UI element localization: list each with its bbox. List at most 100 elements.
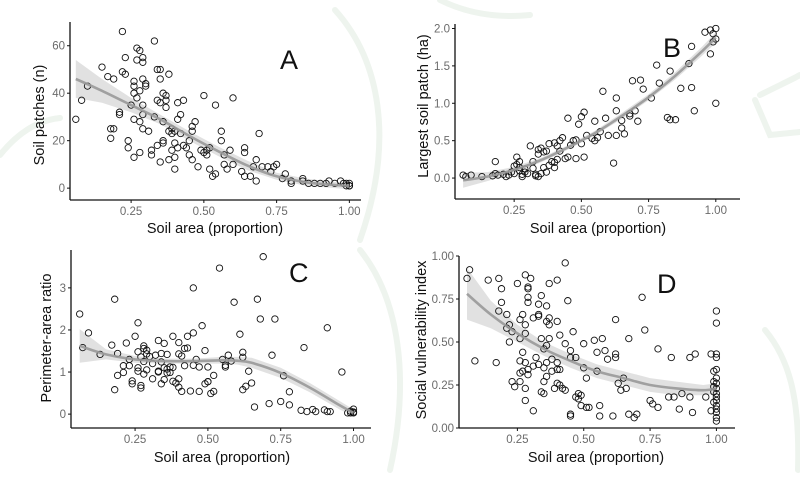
- data-point: [179, 96, 188, 104]
- data-point: [238, 167, 246, 176]
- data-point: [712, 396, 721, 405]
- data-point: [566, 346, 575, 355]
- data-point: [524, 283, 532, 291]
- data-point: [529, 362, 537, 370]
- trend-line: [79, 344, 355, 415]
- data-point: [687, 83, 696, 92]
- data-point: [134, 319, 142, 327]
- data-point: [712, 408, 721, 417]
- data-point: [154, 336, 163, 345]
- data-point: [174, 115, 182, 123]
- data-point: [198, 322, 206, 330]
- y-tick-label: 0.50: [432, 337, 454, 349]
- data-point: [633, 410, 641, 418]
- x-tick-label: 1.00: [705, 434, 727, 446]
- data-point: [553, 276, 561, 284]
- data-point: [139, 101, 147, 109]
- data-point: [465, 266, 474, 274]
- data-point: [136, 148, 144, 157]
- data-point: [107, 125, 115, 133]
- data-point: [136, 46, 144, 55]
- y-tick-label: 0.75: [432, 294, 454, 306]
- data-point: [189, 329, 197, 337]
- x-tick-label: 1.00: [338, 206, 360, 218]
- data-point: [230, 298, 238, 306]
- data-point: [513, 279, 522, 288]
- watermark-stroke: [762, 327, 800, 473]
- data-point: [495, 307, 503, 315]
- x-tick-label: 1.00: [705, 205, 727, 217]
- data-point: [226, 146, 234, 154]
- data-point: [649, 400, 657, 408]
- data-point: [210, 387, 218, 396]
- data-point: [666, 116, 674, 124]
- data-point: [653, 61, 661, 69]
- data-point: [124, 137, 132, 145]
- data-point: [171, 165, 179, 173]
- data-point: [537, 334, 545, 343]
- data-point: [671, 116, 680, 124]
- data-point: [200, 91, 208, 100]
- data-point: [471, 357, 479, 365]
- data-point: [712, 307, 721, 315]
- data-point: [655, 79, 663, 87]
- data-point: [463, 274, 471, 283]
- data-point: [521, 329, 529, 338]
- data-point: [142, 80, 150, 88]
- x-tick-label: 0.50: [570, 205, 592, 217]
- data-point: [688, 408, 697, 417]
- data-point: [524, 365, 532, 374]
- data-point: [143, 346, 151, 354]
- data-point: [593, 134, 602, 142]
- data-point: [133, 94, 141, 102]
- data-point: [542, 358, 551, 367]
- data-point: [537, 291, 545, 300]
- data-point: [666, 67, 674, 75]
- data-point: [503, 310, 511, 319]
- data-point: [191, 118, 199, 126]
- data-point: [524, 293, 532, 301]
- data-point: [223, 165, 231, 173]
- watermark-stroke: [752, 97, 800, 139]
- data-point: [195, 387, 203, 396]
- data-point: [534, 360, 543, 369]
- data-point: [611, 315, 620, 324]
- data-point: [712, 414, 721, 422]
- confidence-band: [463, 32, 716, 188]
- data-point: [545, 314, 553, 322]
- data-point: [127, 101, 135, 109]
- data-point: [256, 315, 264, 323]
- data-point: [130, 77, 138, 85]
- data-point: [136, 87, 144, 95]
- y-tick-label: 2: [60, 325, 66, 337]
- data-point: [125, 362, 133, 370]
- data-point: [569, 328, 577, 336]
- y-axis-title: Soil patches (n): [32, 65, 48, 166]
- data-point: [712, 379, 721, 387]
- data-point: [702, 393, 710, 401]
- data-point: [614, 379, 622, 387]
- data-point: [529, 407, 537, 415]
- data-point: [189, 284, 197, 292]
- data-point: [625, 334, 633, 343]
- data-point: [113, 371, 122, 380]
- data-point: [162, 103, 170, 112]
- data-point: [665, 393, 673, 401]
- watermark-stroke: [357, 247, 403, 473]
- data-point: [596, 401, 604, 410]
- data-point: [134, 367, 142, 375]
- data-point: [139, 58, 147, 66]
- data-point: [163, 369, 171, 377]
- data-point: [553, 317, 561, 326]
- data-point: [345, 179, 354, 188]
- data-point: [636, 76, 645, 84]
- data-point: [712, 365, 721, 374]
- data-point: [545, 279, 553, 288]
- data-point: [620, 130, 629, 138]
- data-point: [712, 393, 721, 401]
- data-point: [561, 340, 569, 348]
- data-point: [691, 350, 699, 358]
- data-point: [130, 153, 138, 161]
- x-tick-label: 0.75: [270, 434, 292, 446]
